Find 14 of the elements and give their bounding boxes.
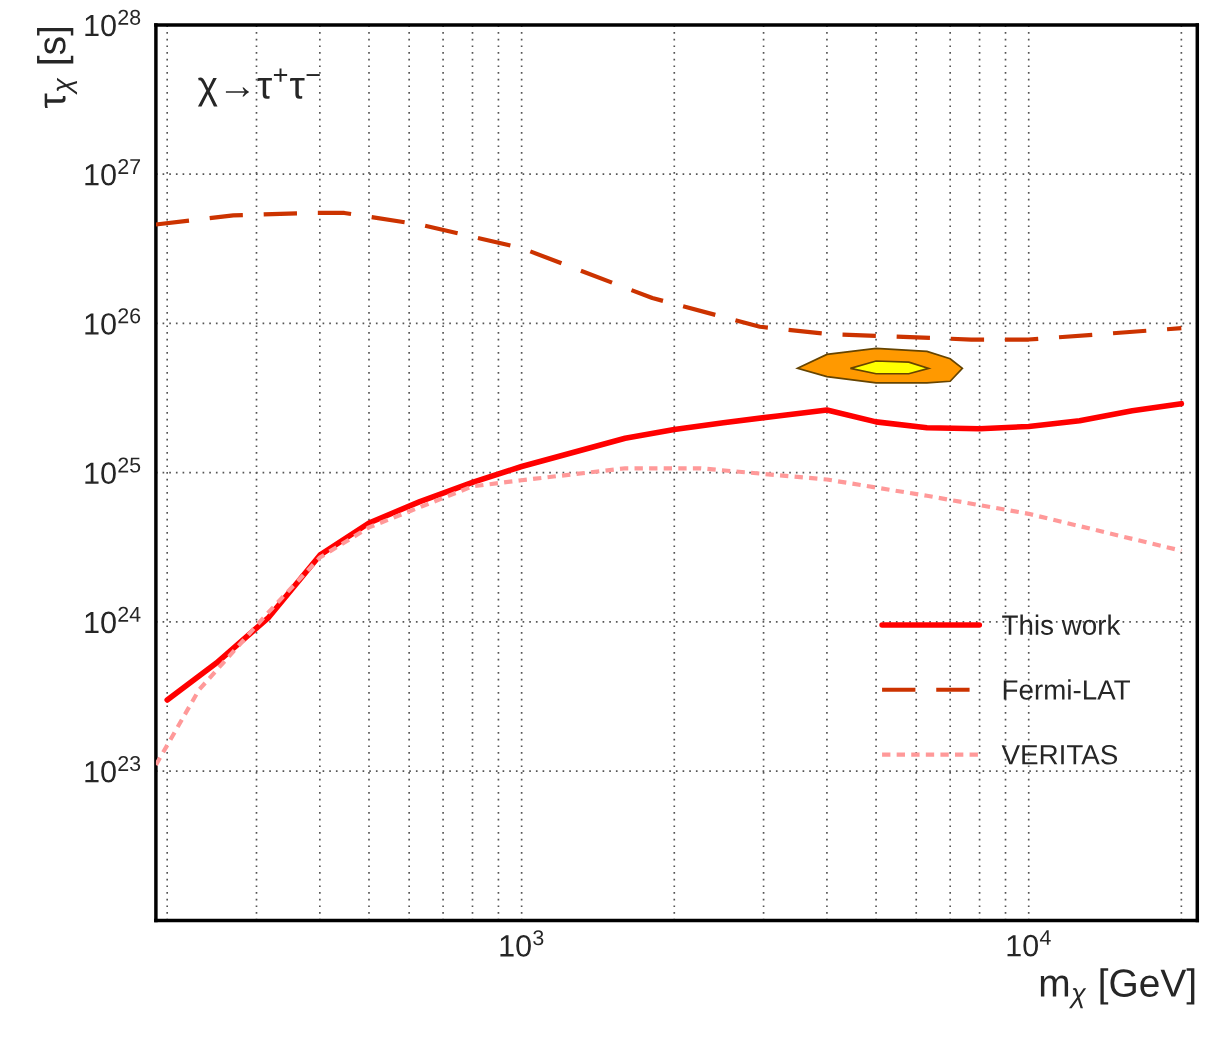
x-tick-label: 10$^{3}$ bbox=[500, 930, 544, 957]
y-tick-label: 10$^{24}$ bbox=[85, 606, 141, 634]
legend-label: VERITAS bbox=[1001, 744, 1118, 765]
annotation: χ→τ$^{+}$τ$^{−}$ bbox=[197, 68, 320, 107]
legend-label: Fermi-LAT bbox=[1003, 679, 1131, 700]
y-axis-title: τ$_{χ}$ [s] bbox=[37, 27, 78, 109]
y-tick-label: 10$^{26}$ bbox=[85, 308, 141, 335]
x-axis-title: m$_{χ}$ [GeV] bbox=[1040, 968, 1195, 1009]
y-tick-label: 10$^{27}$ bbox=[85, 158, 141, 186]
y-tick-label: 10$^{23}$ bbox=[85, 755, 141, 783]
y-tick-label: 10$^{28}$ bbox=[85, 9, 141, 37]
x-tick-label: 10$^{4}$ bbox=[1007, 930, 1051, 957]
y-tick-label: 10$^{25}$ bbox=[85, 457, 141, 485]
legend-label: This work bbox=[1002, 614, 1121, 635]
